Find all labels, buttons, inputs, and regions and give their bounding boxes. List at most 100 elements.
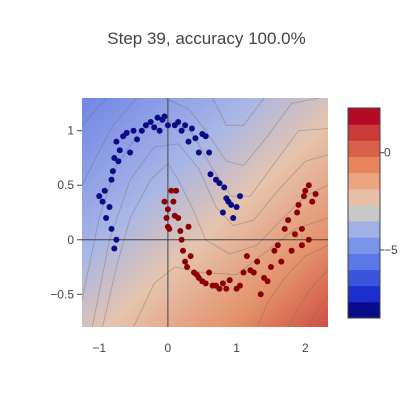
point-red: [292, 231, 298, 238]
point-blue: [106, 204, 113, 210]
y-axis-ticks: −0.5 0 0.5 1: [50, 124, 82, 301]
colorbar-segment: [348, 204, 380, 222]
point-red: [164, 206, 171, 213]
point-blue: [103, 215, 110, 221]
point-red: [305, 236, 312, 243]
point-red: [178, 236, 185, 243]
point-blue: [151, 124, 158, 131]
point-red: [168, 187, 175, 194]
point-red: [216, 285, 223, 292]
point-red: [237, 282, 243, 289]
colorbar-segment: [348, 221, 380, 238]
y-tick-label: 0.5: [57, 178, 74, 192]
point-red: [240, 269, 247, 276]
point-blue: [230, 215, 237, 221]
colorbar-segment: [348, 188, 380, 206]
contour-layer: [82, 98, 328, 327]
point-blue: [109, 168, 116, 175]
point-red: [243, 253, 250, 260]
point-blue: [237, 193, 243, 200]
point-red: [285, 217, 292, 224]
point-red: [180, 247, 186, 254]
y-tick-label: 0: [67, 233, 74, 247]
point-blue: [147, 119, 154, 125]
point-red: [166, 225, 173, 232]
point-red: [175, 215, 182, 221]
contour-line: [82, 98, 107, 126]
point-red: [184, 264, 191, 270]
point-red: [302, 187, 309, 194]
point-red: [223, 285, 230, 292]
point-blue: [178, 127, 185, 134]
point-red: [254, 258, 261, 265]
point-red: [202, 280, 209, 287]
x-tick-label: −1: [92, 341, 106, 355]
colorbar-tick-label: 0: [384, 146, 391, 160]
colorbar-frame: [347, 107, 381, 319]
x-tick-label: 0: [165, 341, 172, 355]
point-red: [182, 258, 189, 265]
colorbar-segment: [348, 172, 380, 190]
colorbar-tick-label: −5: [384, 243, 398, 257]
point-blue: [123, 129, 130, 136]
contour-line: [102, 162, 328, 327]
point-red: [264, 278, 271, 285]
point-blue: [99, 198, 106, 205]
colorbar-segment: [348, 124, 380, 141]
point-blue: [219, 209, 226, 216]
point-blue: [130, 127, 137, 134]
point-red: [305, 182, 312, 189]
point-red: [274, 242, 281, 249]
point-blue: [111, 155, 118, 161]
colorbar-segment: [348, 237, 380, 254]
point-red: [185, 223, 192, 230]
point-blue: [127, 149, 134, 156]
point-blue: [161, 113, 168, 120]
point-blue: [228, 201, 235, 208]
zero-lines: [82, 98, 328, 327]
point-red: [226, 277, 233, 284]
point-blue: [164, 122, 171, 129]
point-blue: [195, 149, 202, 156]
colorbar-segment: [348, 140, 380, 157]
colorbar-segment: [348, 285, 380, 303]
point-red: [278, 258, 285, 265]
point-blue: [202, 133, 209, 140]
y-tick-label: −0.5: [50, 287, 74, 301]
contour-line: [164, 98, 320, 167]
contour-line: [91, 143, 328, 327]
point-red: [300, 193, 307, 200]
point-red: [298, 242, 305, 249]
point-blue: [154, 114, 161, 121]
point-red: [268, 264, 274, 270]
point-blue: [207, 171, 214, 178]
point-red: [250, 269, 257, 276]
point-blue: [96, 193, 103, 200]
y-tick-label: 1: [67, 124, 74, 138]
x-tick-label: 2: [302, 341, 309, 355]
point-red: [161, 198, 168, 205]
point-red: [309, 198, 316, 205]
point-red: [170, 198, 177, 205]
point-blue: [206, 149, 213, 156]
point-blue: [182, 122, 189, 129]
point-blue: [115, 158, 122, 165]
chart-title: Step 39, accuracy 100.0%: [107, 29, 306, 48]
point-red: [187, 253, 194, 260]
contour-line: [308, 296, 328, 327]
point-red: [298, 225, 305, 232]
x-axis-ticks: −1 0 1 2: [92, 341, 309, 355]
point-red: [257, 291, 264, 298]
point-red: [163, 215, 170, 221]
colorbar-segment: [348, 156, 380, 174]
point-blue: [134, 136, 140, 143]
point-blue: [185, 138, 192, 145]
colorbar: 0 −5: [347, 107, 398, 319]
point-red: [219, 280, 226, 287]
points-layer: [96, 113, 319, 298]
point-blue: [113, 236, 120, 243]
point-red: [173, 187, 180, 194]
point-blue: [156, 127, 163, 134]
point-blue: [101, 187, 108, 194]
